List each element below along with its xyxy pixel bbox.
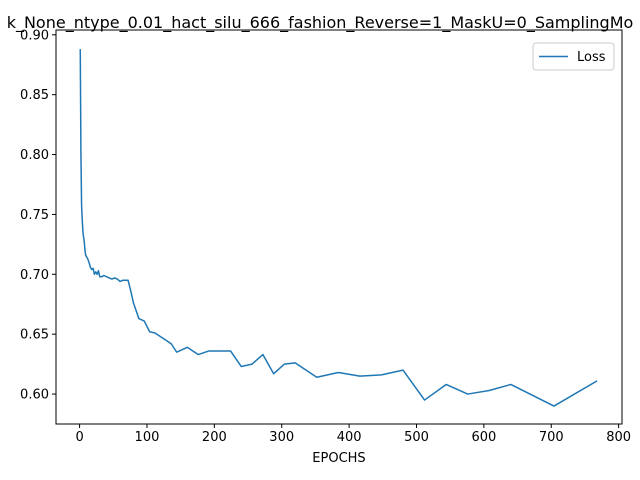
series-group <box>79 49 598 407</box>
axes-frame <box>55 29 623 425</box>
x-axis-label: EPOCHS <box>312 451 365 466</box>
legend-label-loss: Loss <box>577 50 606 65</box>
series-line-loss <box>79 49 598 407</box>
x-tick-label: 800 <box>606 430 631 445</box>
y-tick-label: 0.80 <box>20 148 49 163</box>
x-tick-label: 700 <box>539 430 564 445</box>
y-tick-label: 0.85 <box>20 88 49 103</box>
axis-ticks: 0 100 200 300 400 500 600 700 800 0.60 0.65 0.70 0.7… <box>20 28 631 445</box>
legend-box <box>532 42 615 71</box>
legend: Loss <box>532 42 615 71</box>
y-tick-label: 0.70 <box>20 268 49 283</box>
chart-title: k_None_ntype_0.01_hact_silu_666_fashion_… <box>7 13 634 33</box>
x-tick-label: 400 <box>337 430 362 445</box>
x-tick-label: 600 <box>471 430 496 445</box>
y-tick-label: 0.60 <box>20 388 49 403</box>
x-tick-label: 100 <box>135 430 160 445</box>
x-tick-label: 0 <box>75 430 83 445</box>
y-tick-label: 0.65 <box>20 328 49 343</box>
x-tick-label: 500 <box>404 430 429 445</box>
x-tick-label: 200 <box>202 430 227 445</box>
y-tick-label: 0.90 <box>20 28 49 43</box>
x-tick-label: 300 <box>269 430 294 445</box>
y-tick-label: 0.75 <box>20 208 49 223</box>
